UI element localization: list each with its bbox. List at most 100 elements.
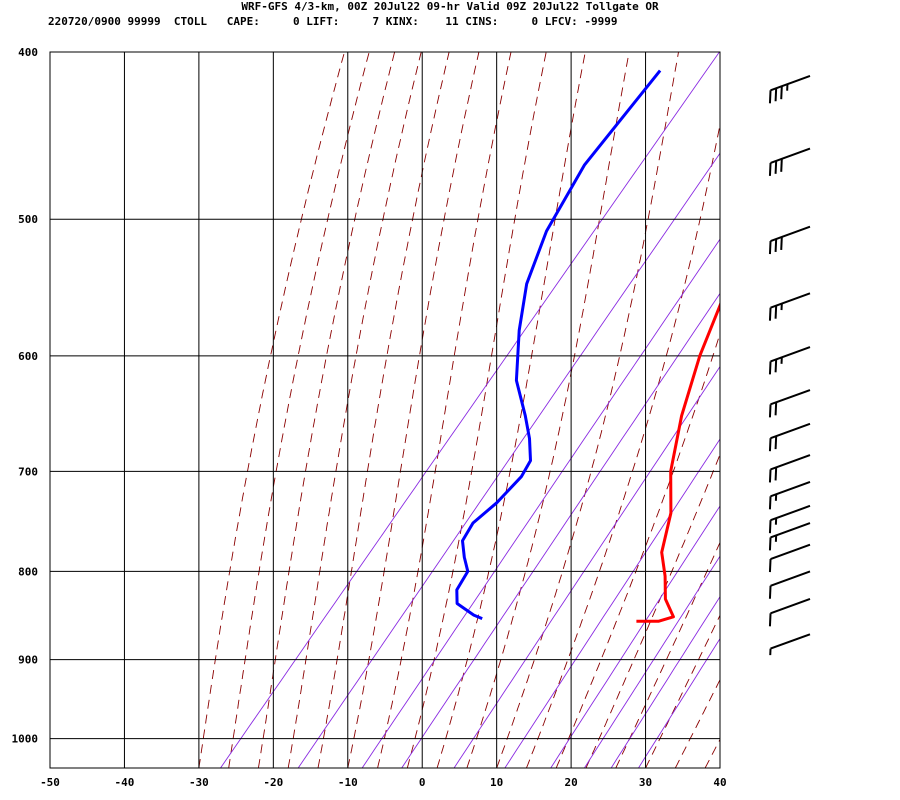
x-tick-label: 30	[639, 776, 652, 789]
barb-flag	[768, 520, 772, 534]
wind-barb	[768, 75, 811, 104]
wind-barb	[768, 522, 811, 551]
wind-barb	[768, 389, 811, 418]
moist-adiabat	[287, 52, 422, 768]
temperature-profile	[636, 301, 720, 623]
barb-flag	[774, 238, 778, 253]
moist-adiabat	[555, 332, 720, 768]
wind-barbs	[768, 75, 811, 656]
barb-flag	[780, 86, 783, 100]
profiles	[455, 69, 720, 623]
barb-flag	[780, 236, 783, 250]
mixing-ratio-line	[504, 438, 720, 768]
barb-shaft	[770, 598, 811, 615]
wind-barb	[768, 598, 811, 627]
moist-adiabat	[704, 738, 720, 768]
barb-shaft	[770, 633, 811, 650]
barb-flag	[768, 537, 772, 551]
wind-barb	[768, 504, 811, 534]
x-tick-label: 20	[564, 776, 577, 789]
mixing-ratio-line	[583, 555, 720, 768]
barb-flag	[768, 496, 772, 510]
barb-shaft	[770, 454, 811, 471]
barb-flag	[768, 90, 772, 104]
barb-flag	[774, 88, 778, 102]
x-tick-label: -10	[338, 776, 358, 789]
barb-shaft	[770, 147, 811, 164]
y-tick-label: 600	[18, 350, 38, 363]
barb-flag	[768, 404, 772, 418]
mixing-ratio-line	[401, 292, 720, 768]
barb-flag	[774, 467, 778, 481]
y-tick-label: 500	[18, 213, 38, 226]
chart-title: WRF-GFS 4/3-km, 00Z 20Jul22 09-hr Valid …	[241, 0, 659, 13]
barb-shaft	[770, 225, 811, 242]
barb-flag	[768, 559, 772, 573]
barb-flag	[780, 158, 783, 172]
barb-shaft	[770, 389, 811, 406]
mixing-ratio-line	[453, 365, 720, 768]
barb-flag	[768, 585, 772, 599]
barb-shaft	[770, 543, 811, 561]
wind-barb	[768, 225, 811, 255]
moist-adiabat	[436, 52, 586, 768]
wind-barb	[768, 570, 811, 599]
dewpoint-profile	[455, 69, 662, 620]
mixing-ratio-line	[219, 52, 720, 768]
moist-adiabat	[615, 541, 720, 768]
mixing-ratio-line	[297, 152, 720, 768]
moist-adiabat	[377, 52, 512, 768]
background-lines	[198, 52, 720, 768]
barb-flag	[768, 613, 772, 627]
mixing-ratio-line	[610, 595, 720, 768]
moist-adiabat	[525, 122, 720, 768]
wind-barb	[768, 292, 811, 321]
barb-shaft	[770, 292, 811, 309]
barb-flag	[774, 359, 778, 373]
mixing-ratio-line	[550, 505, 720, 768]
x-tick-label: 10	[490, 776, 503, 789]
barb-shaft	[770, 346, 811, 363]
tick-labels: 400 500 600 700 800 900 1000 -50 -40 -30 -20 -10 0 10…	[12, 46, 727, 789]
moist-adiabat	[674, 678, 720, 768]
x-tick-label: -20	[263, 776, 283, 789]
moist-adiabat	[347, 52, 480, 768]
barb-shaft	[770, 522, 811, 539]
y-tick-label: 400	[18, 46, 38, 59]
plot-frame	[49, 51, 721, 769]
y-tick-label: 700	[18, 465, 38, 478]
wind-barb	[768, 346, 811, 375]
y-tick-label: 800	[18, 565, 38, 578]
wind-barb	[768, 481, 811, 510]
barb-flag	[768, 307, 772, 321]
mixing-ratio-line	[361, 238, 720, 768]
barb-flag	[774, 305, 778, 319]
barb-flag	[774, 160, 778, 174]
y-tick-label: 900	[18, 654, 38, 667]
moist-adiabat	[257, 52, 396, 768]
barb-flag	[774, 402, 778, 416]
moist-adiabat	[645, 614, 720, 768]
moist-adiabat	[406, 52, 547, 768]
barb-shaft	[770, 504, 811, 522]
moist-adiabat	[317, 52, 450, 768]
moist-adiabat	[466, 52, 630, 768]
moist-adiabat	[198, 52, 345, 768]
moist-adiabat	[585, 453, 720, 768]
wind-barb	[768, 454, 811, 483]
barb-flag	[774, 436, 778, 450]
wind-barb	[768, 147, 811, 176]
barb-shaft	[770, 75, 811, 92]
barb-flag	[768, 162, 772, 176]
x-tick-label: -40	[115, 776, 135, 789]
barb-shaft	[770, 481, 811, 498]
barb-flag	[768, 469, 772, 483]
y-tick-label: 1000	[12, 733, 39, 746]
stability-indices: 220720/0900 99999 CTOLL CAPE: 0 LIFT: 7 …	[48, 15, 618, 28]
wind-barb	[768, 422, 811, 452]
barb-flag	[768, 438, 772, 452]
wind-barb	[769, 633, 811, 656]
wind-barb	[768, 543, 811, 573]
mixing-ratio-line	[637, 637, 720, 768]
